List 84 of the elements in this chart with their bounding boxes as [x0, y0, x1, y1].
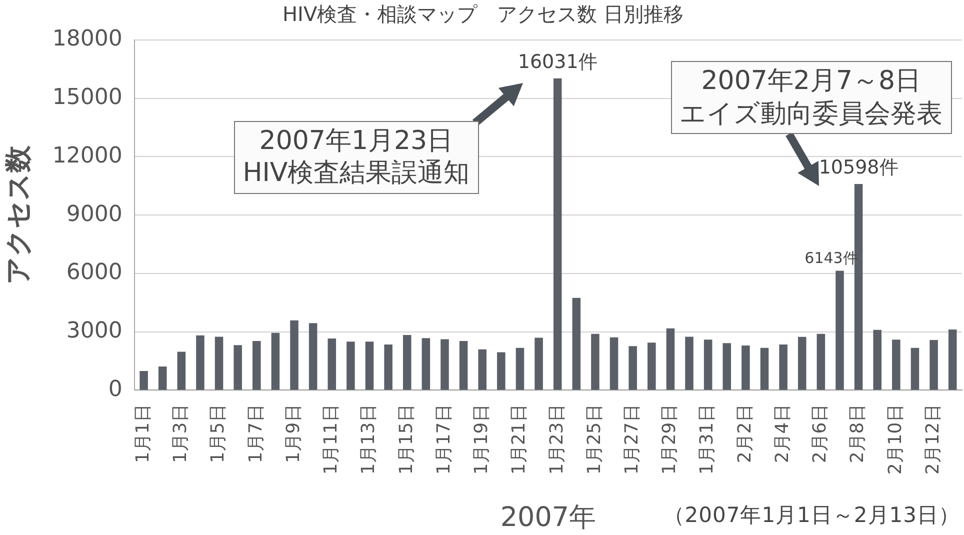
- x-tick-label: 1月15日: [396, 404, 417, 475]
- bar: [610, 337, 618, 390]
- y-tick-label: 18000: [52, 26, 122, 52]
- x-tick-label: 1月9日: [282, 404, 304, 464]
- bar: [666, 328, 675, 390]
- bar: [234, 345, 242, 390]
- bar: [252, 341, 261, 390]
- bar: [308, 323, 318, 390]
- bar: [760, 348, 769, 390]
- x-tick-label: 2月2日: [734, 404, 756, 464]
- x-tick-label: 1月23日: [546, 404, 568, 475]
- bar: [290, 320, 298, 390]
- x-tick-label: 2月8日: [847, 404, 868, 464]
- x-tick-label: 1月21日: [508, 404, 530, 475]
- x-tick-label: 1月19日: [471, 404, 492, 475]
- bar: [648, 342, 656, 390]
- callout-box: 2007年1月23日 HIV検査結果誤通知: [234, 120, 479, 194]
- y-tick-label: 15000: [52, 85, 122, 110]
- bar: [779, 344, 788, 390]
- bar: [704, 340, 712, 390]
- bar: [948, 330, 957, 390]
- chart-title: HIV検査・相談マップ アクセス数 日別推移: [282, 2, 684, 26]
- bar: [440, 339, 449, 390]
- bar: [384, 344, 392, 390]
- bar: [177, 352, 186, 390]
- bar: [158, 366, 167, 390]
- y-tick-label: 6000: [66, 260, 122, 286]
- y-tick-label: 12000: [52, 143, 122, 168]
- y-tick-label: 3000: [66, 318, 122, 344]
- bar: [365, 342, 374, 390]
- bar: [140, 370, 148, 390]
- data-label: 10598件: [818, 156, 898, 178]
- bar: [346, 342, 355, 390]
- annotation: HIV検査結果誤通知: [242, 157, 470, 190]
- y-tick-label: 0: [108, 376, 122, 402]
- bar: [478, 349, 486, 390]
- callout-box: 2007年2月7～8日 エイズ動向委員会発表: [670, 61, 952, 134]
- bar: [572, 298, 581, 390]
- text: （2007年1月1日～2月13日）: [663, 502, 960, 529]
- data-label: 16031件: [518, 50, 598, 73]
- x-tick-label: 2月4日: [772, 404, 793, 464]
- bar: [459, 341, 468, 390]
- bar: [873, 330, 882, 390]
- bar: [816, 334, 826, 390]
- x-tick-label: 1月3日: [170, 404, 192, 464]
- annotation: エイズ動向委員会発表: [680, 98, 943, 130]
- bar: [685, 336, 694, 390]
- x-tick-label: 1月7日: [245, 404, 266, 464]
- bar: [328, 338, 336, 390]
- annotation: 2007年2月7～8日: [700, 65, 922, 98]
- x-tick-label: 1月17日: [433, 404, 454, 475]
- bar: [628, 346, 637, 390]
- x-tick-label: 2月10日: [884, 404, 906, 475]
- bar: [722, 343, 732, 390]
- bar: [836, 270, 844, 390]
- bar: [402, 334, 412, 390]
- x-tick-label: 1月5日: [208, 404, 229, 464]
- bar: [196, 335, 204, 390]
- x-axis-title: 2007年: [500, 502, 596, 533]
- x-tick-label: 1月11日: [320, 404, 342, 475]
- bar: [214, 336, 224, 390]
- x-tick-label: 1月13日: [358, 404, 380, 475]
- bar: [422, 338, 430, 390]
- bar: [271, 332, 280, 390]
- bar: [534, 338, 543, 390]
- bar: [742, 345, 750, 390]
- y-axis-title: アクセス数: [3, 144, 34, 285]
- x-tick-label: 1月25日: [584, 404, 605, 475]
- bar: [591, 334, 600, 390]
- bar: [497, 352, 506, 390]
- x-tick-label: 1月31日: [696, 404, 718, 475]
- bar: [910, 348, 920, 390]
- annotation: 2007年1月23日: [258, 124, 454, 158]
- bar: [798, 336, 806, 390]
- bar: [930, 340, 938, 390]
- bar: [516, 348, 524, 390]
- x-tick-label: 1月29日: [659, 404, 680, 475]
- bar: [553, 78, 562, 390]
- x-tick-label: 2月12日: [922, 404, 944, 475]
- x-tick-label: 2月6日: [810, 404, 831, 464]
- x-tick-label: 1月27日: [622, 404, 643, 475]
- bar: [892, 340, 900, 390]
- x-tick-label: 1月1日: [132, 404, 154, 464]
- y-tick-label: 9000: [66, 202, 122, 227]
